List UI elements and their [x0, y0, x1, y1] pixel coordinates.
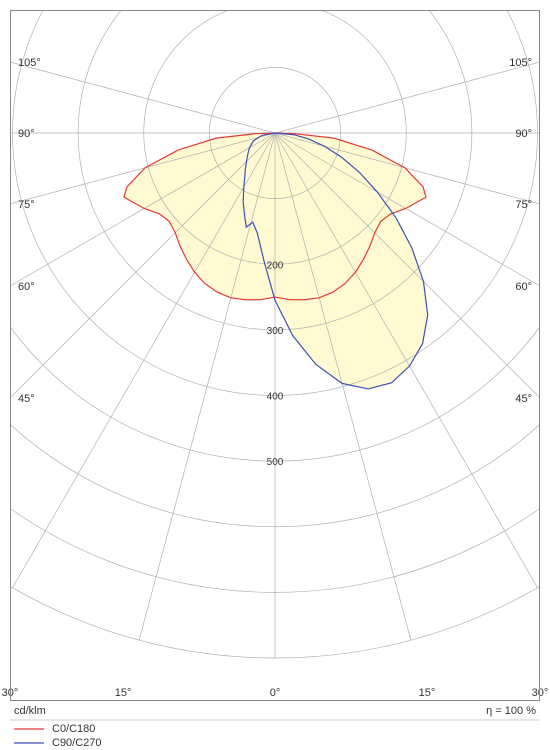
- angle-label-left-105: 105°: [18, 57, 41, 69]
- angle-label-left-45: 45°: [18, 393, 35, 405]
- legend-label-1: C90/C270: [52, 737, 102, 749]
- angle-label-right-90: 90°: [515, 128, 532, 140]
- angle-label-left-60: 60°: [18, 281, 35, 293]
- angle-label-right-75: 75°: [515, 199, 532, 211]
- angle-label-right-105: 105°: [509, 57, 532, 69]
- angle-label-left-75: 75°: [18, 199, 35, 211]
- radial-label-400: 400: [267, 392, 284, 403]
- angle-label-0: 0°: [270, 687, 281, 699]
- legend-label-0: C0/C180: [52, 723, 95, 735]
- radial-label-500: 500: [267, 457, 284, 468]
- radial-label-300: 300: [267, 326, 284, 337]
- angle-label-left-90: 90°: [18, 128, 35, 140]
- chart-container: 200 300 400 500 105° 105° 90° 90° 75° 75° 60° 60° 45…: [0, 0, 550, 750]
- polar-plot: 200 300 400 500 105° 105° 90° 90° 75° 75° 60° 60° 45…: [0, 0, 550, 750]
- angle-label-right-15: 15°: [419, 687, 436, 699]
- efficiency-label: η = 100 %: [486, 705, 536, 717]
- radial-label-200: 200: [267, 260, 284, 271]
- unit-label: cd/klm: [14, 705, 46, 717]
- angle-label-right-60: 60°: [515, 281, 532, 293]
- angle-label-left-15: 15°: [115, 687, 132, 699]
- angle-label-right-45: 45°: [515, 393, 532, 405]
